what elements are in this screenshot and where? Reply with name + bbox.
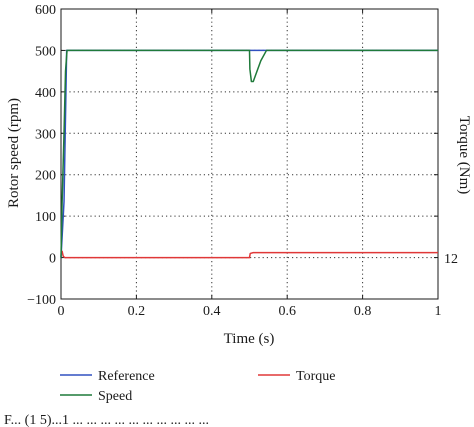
x-tick-label: 1 [435,304,442,319]
x-tick-label: 0.8 [354,304,372,319]
x-tick-label: 0 [58,304,65,319]
x-tick-label: 0.2 [128,304,146,319]
data-series [60,49,438,259]
x-tick-label: 0.4 [203,304,221,319]
legend: Reference Speed Torque [60,369,335,404]
y-tick-label: −100 [27,293,56,308]
caption-fragment: F... (1 5)...1 ... ... ... ... ... ... .… [4,413,209,427]
y-axis-title-right: Torque (Nm) [456,116,472,195]
legend-label-reference: Reference [98,369,155,384]
legend-label-speed: Speed [98,389,132,404]
y-tick-label: 300 [35,127,56,142]
x-axis-title: Time (s) [224,331,275,347]
y-tick-label: 500 [35,44,56,59]
plot-frame [60,8,439,300]
series-line-torque [61,250,438,259]
x-tick-label: 0.6 [278,304,296,319]
y-axis-title-left: Rotor speed (rpm) [6,98,22,208]
y-tick-label: 600 [35,3,56,18]
y-tick-label: 0 [49,252,56,267]
torque-value-label: 12 [444,252,458,267]
y-tick-label: 400 [35,86,56,101]
legend-label-torque: Torque [296,369,335,384]
series-line-reference [60,49,438,258]
y-tick-label: 200 [35,169,56,184]
y-tick-label: 100 [35,210,56,225]
series-line-speed [60,49,438,258]
